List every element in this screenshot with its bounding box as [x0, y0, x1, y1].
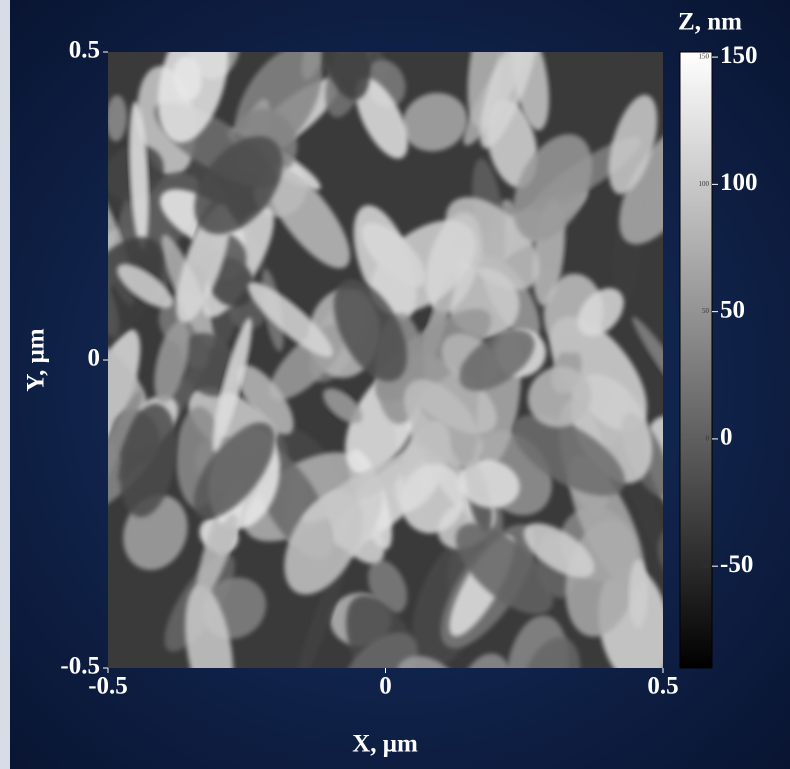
colorbar-tick-label: -50: [720, 551, 753, 578]
x-axis-label: X, μm: [352, 731, 418, 758]
colorbar-inner-label: 0: [706, 435, 710, 443]
left-strip: [0, 0, 10, 769]
y-tick-label: 0: [88, 345, 101, 372]
colorbar-inner-label: -50: [700, 562, 710, 570]
y-axis-label: Y, μm: [23, 328, 50, 391]
colorbar-label: Z, nm: [678, 9, 742, 36]
x-tick-label: 0: [379, 673, 392, 700]
colorbar-tick-label: 50: [720, 296, 745, 323]
chart: Z, nm X, μm Y, μm -0.500.5-0.500.5-50-50…: [0, 0, 790, 769]
page: Z, nm X, μm Y, μm -0.500.5-0.500.5-50-50…: [0, 0, 790, 769]
colorbar-tick-label: 100: [720, 169, 758, 196]
colorbar-inner-label: 50: [702, 307, 710, 315]
colorbar-tick-label: 0: [720, 424, 733, 451]
colorbar-inner-label: 150: [699, 53, 710, 61]
colorbar: [680, 52, 712, 668]
y-tick-label: -0.5: [60, 653, 100, 680]
colorbar-inner-label: 100: [699, 180, 710, 188]
colorbar-tick-label: 150: [720, 42, 758, 69]
y-tick-label: 0.5: [69, 37, 100, 64]
x-tick-label: 0.5: [647, 673, 678, 700]
